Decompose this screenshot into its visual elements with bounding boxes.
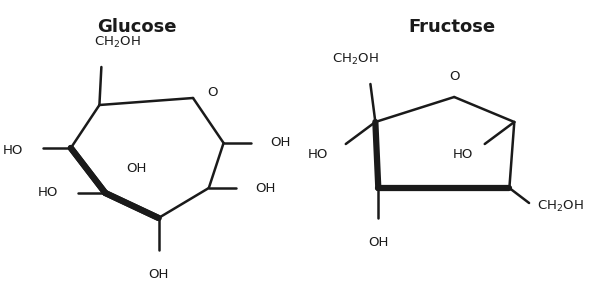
Text: OH: OH [368,236,388,249]
Text: HO: HO [3,143,23,157]
Text: OH: OH [148,268,169,281]
Text: O: O [207,86,217,100]
Text: OH: OH [255,182,276,194]
Text: OH: OH [270,136,290,150]
Text: $\mathregular{CH_2OH}$: $\mathregular{CH_2OH}$ [94,35,140,50]
Text: Fructose: Fructose [409,18,496,36]
Text: HO: HO [453,148,473,161]
Text: Glucose: Glucose [97,18,176,36]
Text: $\mathregular{CH_2OH}$: $\mathregular{CH_2OH}$ [537,198,583,214]
Text: HO: HO [308,148,328,161]
Text: HO: HO [38,187,58,200]
Text: OH: OH [126,162,147,175]
Text: $\mathregular{CH_2OH}$: $\mathregular{CH_2OH}$ [332,52,379,67]
Text: O: O [449,70,459,83]
